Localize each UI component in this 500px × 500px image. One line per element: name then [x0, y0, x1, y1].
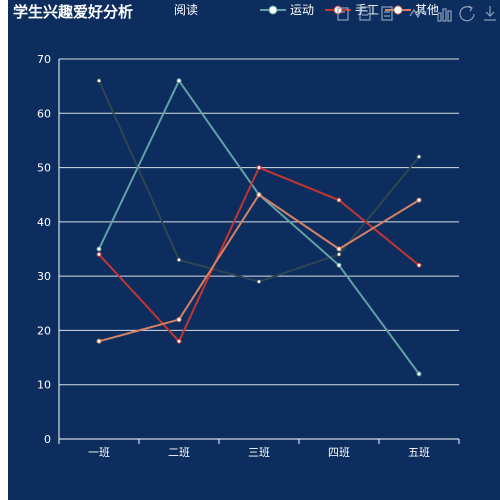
legend-item-2[interactable]: 手工 — [325, 3, 379, 17]
y-tick-label: 40 — [37, 216, 51, 229]
y-tick-label: 10 — [37, 379, 51, 392]
line-chart: 学生兴趣爱好分析 阅读 运动 手工 其他 — [13, 3, 496, 459]
series-line-0 — [98, 80, 420, 283]
data-point[interactable] — [176, 338, 182, 344]
y-tick-label: 50 — [37, 162, 51, 175]
legend-label: 其他 — [415, 3, 439, 17]
y-tick-label: 60 — [37, 107, 51, 120]
save-icon[interactable] — [337, 7, 349, 21]
data-point[interactable] — [416, 197, 422, 203]
data-point[interactable] — [336, 246, 342, 252]
data-point[interactable] — [256, 279, 262, 285]
y-tick-label: 20 — [37, 324, 51, 337]
legend: 阅读 运动 手工 其他 — [174, 3, 439, 17]
data-point[interactable] — [336, 251, 342, 257]
toolbox — [337, 5, 496, 22]
series-group — [96, 78, 422, 377]
x-tick-label: 一班 — [88, 446, 110, 459]
data-point[interactable] — [96, 338, 102, 344]
x-tick-label: 四班 — [328, 446, 350, 459]
axes: 0 10 20 30 40 50 60 70 一班 二班 三班 四班 五班 — [37, 53, 460, 459]
x-tick-label: 三班 — [248, 446, 270, 459]
legend-marker — [268, 5, 278, 15]
data-point[interactable] — [96, 246, 102, 252]
data-point[interactable] — [256, 192, 262, 198]
data-point[interactable] — [416, 154, 422, 160]
legend-label: 运动 — [290, 3, 314, 17]
line-icon[interactable] — [409, 6, 427, 19]
legend-item-3[interactable]: 其他 — [385, 3, 439, 17]
data-point[interactable] — [416, 371, 422, 377]
data-point[interactable] — [176, 317, 182, 323]
x-tick-label: 五班 — [408, 446, 430, 459]
data-point[interactable] — [96, 78, 102, 84]
bar-icon[interactable] — [437, 8, 452, 22]
x-tick-label: 二班 — [168, 446, 190, 459]
data-view-icon-2[interactable] — [381, 6, 393, 21]
legend-label: 阅读 — [174, 3, 198, 17]
data-point[interactable] — [176, 257, 182, 263]
grid-lines — [59, 58, 459, 386]
data-view-icon[interactable] — [359, 6, 371, 21]
restore-icon[interactable] — [459, 5, 475, 22]
data-point[interactable] — [256, 165, 262, 171]
data-point[interactable] — [96, 251, 102, 257]
chart-title: 学生兴趣爱好分析 — [13, 3, 133, 21]
y-tick-label: 70 — [37, 53, 51, 66]
data-point[interactable] — [176, 78, 182, 84]
legend-marker — [393, 5, 403, 15]
download-icon[interactable] — [484, 6, 496, 21]
y-tick-label: 0 — [44, 433, 51, 446]
y-tick-label: 30 — [37, 270, 51, 283]
legend-item-0[interactable]: 阅读 — [174, 3, 198, 17]
data-point[interactable] — [336, 197, 342, 203]
legend-item-1[interactable]: 运动 — [260, 3, 314, 17]
chart-panel: 学生兴趣爱好分析 阅读 运动 手工 其他 — [8, 0, 500, 500]
data-point[interactable] — [336, 262, 342, 268]
data-point[interactable] — [416, 262, 422, 268]
